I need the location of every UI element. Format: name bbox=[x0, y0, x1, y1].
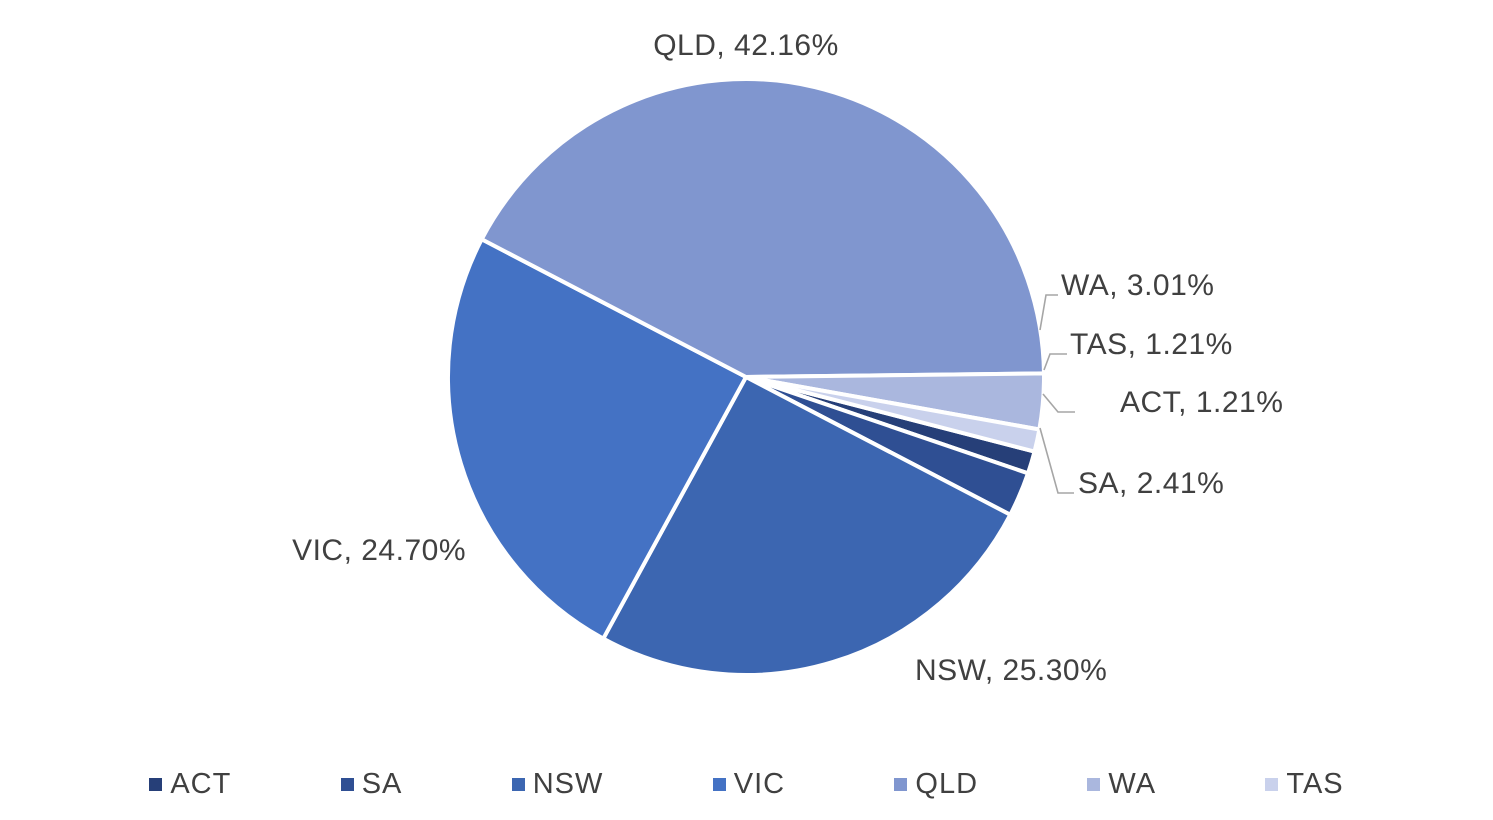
leader-line-tas bbox=[1043, 353, 1067, 371]
leader-line-sa bbox=[1039, 427, 1074, 494]
legend-swatch bbox=[511, 777, 525, 791]
legend-item-nsw: NSW bbox=[511, 767, 604, 801]
data-label-vic: VIC, 24.70% bbox=[292, 534, 466, 567]
legend-item-act: ACT bbox=[149, 768, 231, 801]
pie-slices bbox=[446, 77, 1047, 677]
legend-swatch bbox=[1265, 777, 1279, 791]
data-label-sa: SA, 2.41% bbox=[1078, 467, 1224, 500]
legend-swatch bbox=[1087, 777, 1101, 791]
data-label-wa: WA, 3.01% bbox=[1061, 269, 1214, 302]
legend-item-vic: VIC bbox=[712, 767, 786, 801]
legend: ACT SA NSW VIC QLD WA TAS bbox=[0, 760, 1493, 808]
data-label-tas: TAS, 1.21% bbox=[1070, 328, 1233, 361]
legend-item-qld: QLD bbox=[894, 768, 978, 801]
legend-label: NSW bbox=[532, 767, 604, 800]
data-labels: ACT, 1.21% SA, 2.41% NSW, 25.30% VIC, 24.70… bbox=[292, 29, 1283, 687]
legend-label: QLD bbox=[915, 767, 979, 800]
legend-label: WA bbox=[1108, 767, 1157, 800]
pie-slice-nsw bbox=[600, 374, 1013, 677]
legend-swatch bbox=[149, 777, 163, 791]
legend-swatch bbox=[894, 777, 908, 791]
legend-swatch bbox=[340, 777, 354, 791]
leader-line-act bbox=[1042, 393, 1075, 413]
legend-item-wa: WA bbox=[1087, 768, 1156, 801]
data-label-nsw: NSW, 25.30% bbox=[915, 654, 1107, 687]
leader-line-wa bbox=[1039, 294, 1058, 331]
legend-item-tas: TAS bbox=[1265, 768, 1343, 801]
legend-label: VIC bbox=[733, 767, 786, 800]
leader-lines bbox=[1039, 294, 1075, 494]
legend-label: ACT bbox=[170, 767, 232, 800]
legend-item-sa: SA bbox=[340, 767, 403, 801]
legend-label: TAS bbox=[1286, 767, 1344, 800]
legend-swatch bbox=[712, 777, 726, 791]
pie-chart: ACT, 1.21% SA, 2.41% NSW, 25.30% VIC, 24.70… bbox=[292, 29, 1283, 687]
data-label-qld: QLD, 42.16% bbox=[653, 29, 839, 62]
data-label-act: ACT, 1.21% bbox=[1120, 386, 1283, 419]
pie-slice-tas bbox=[745, 375, 1042, 455]
legend-label: SA bbox=[361, 767, 403, 800]
pie-slice-qld bbox=[479, 77, 1047, 380]
